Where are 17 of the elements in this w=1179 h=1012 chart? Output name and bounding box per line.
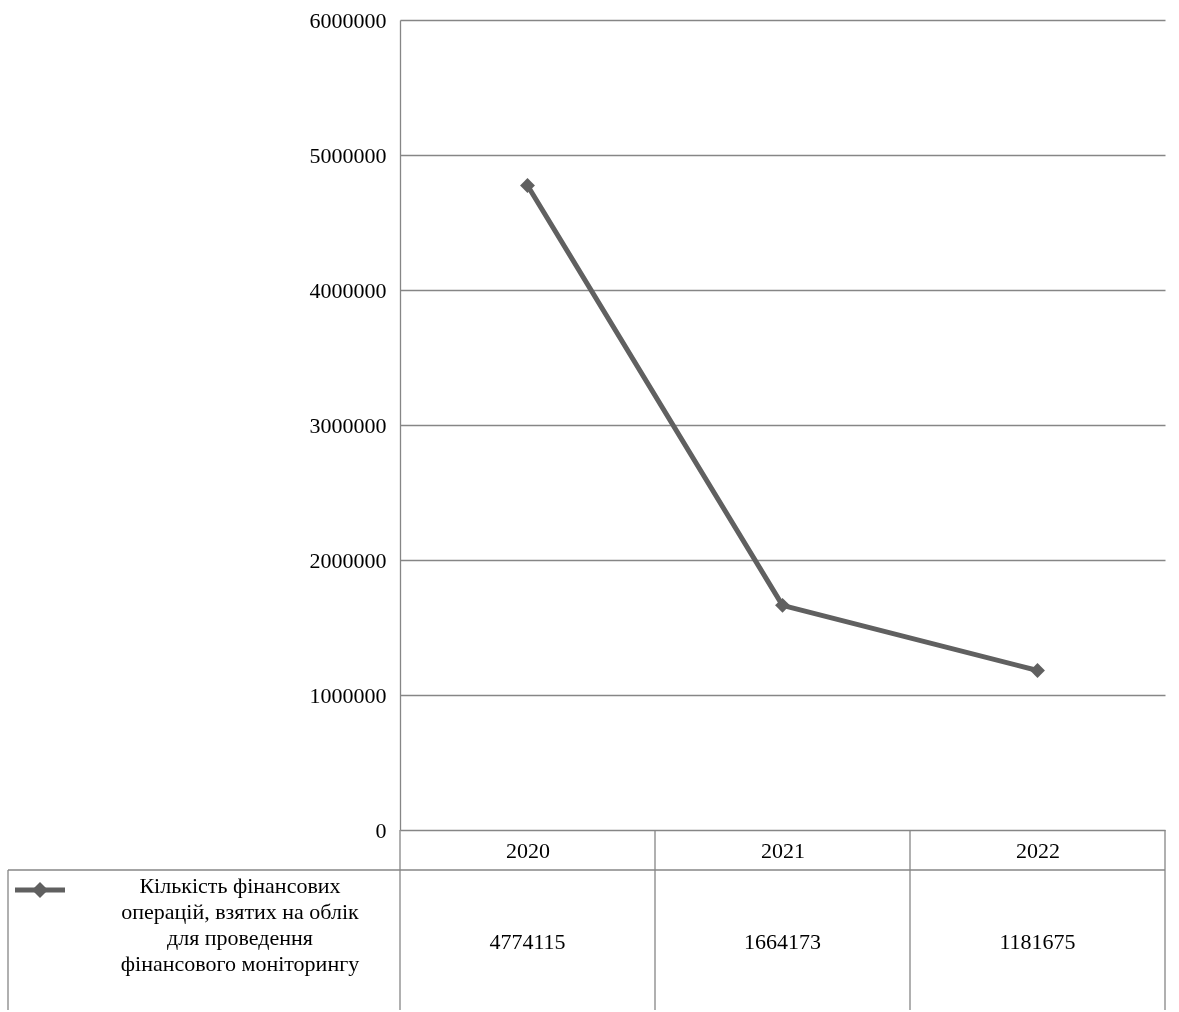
y-tick-label: 0 — [375, 817, 387, 843]
x-tick-label: 2020 — [506, 837, 550, 863]
y-tick-label: 2000000 — [309, 547, 387, 573]
x-tick-label: 2021 — [761, 837, 805, 863]
point — [1030, 663, 1045, 678]
data-label: 1664173 — [744, 929, 821, 954]
y-tick-label: 4000000 — [309, 277, 387, 303]
y-tick-label: 1000000 — [309, 682, 387, 708]
data-label: 1181675 — [999, 929, 1076, 954]
point — [775, 597, 790, 613]
data-label: 4774115 — [489, 929, 566, 954]
y-tick-label: 5000000 — [309, 142, 387, 168]
x-tick-label: 2022 — [1016, 837, 1060, 863]
y-tick-label: 3000000 — [309, 412, 387, 438]
y-tick-label: 6000000 — [309, 7, 387, 33]
point — [520, 178, 535, 193]
text: Кількість фінансових операцій, взятих на облік для проведення фінансового моніторингу — [120, 873, 360, 976]
